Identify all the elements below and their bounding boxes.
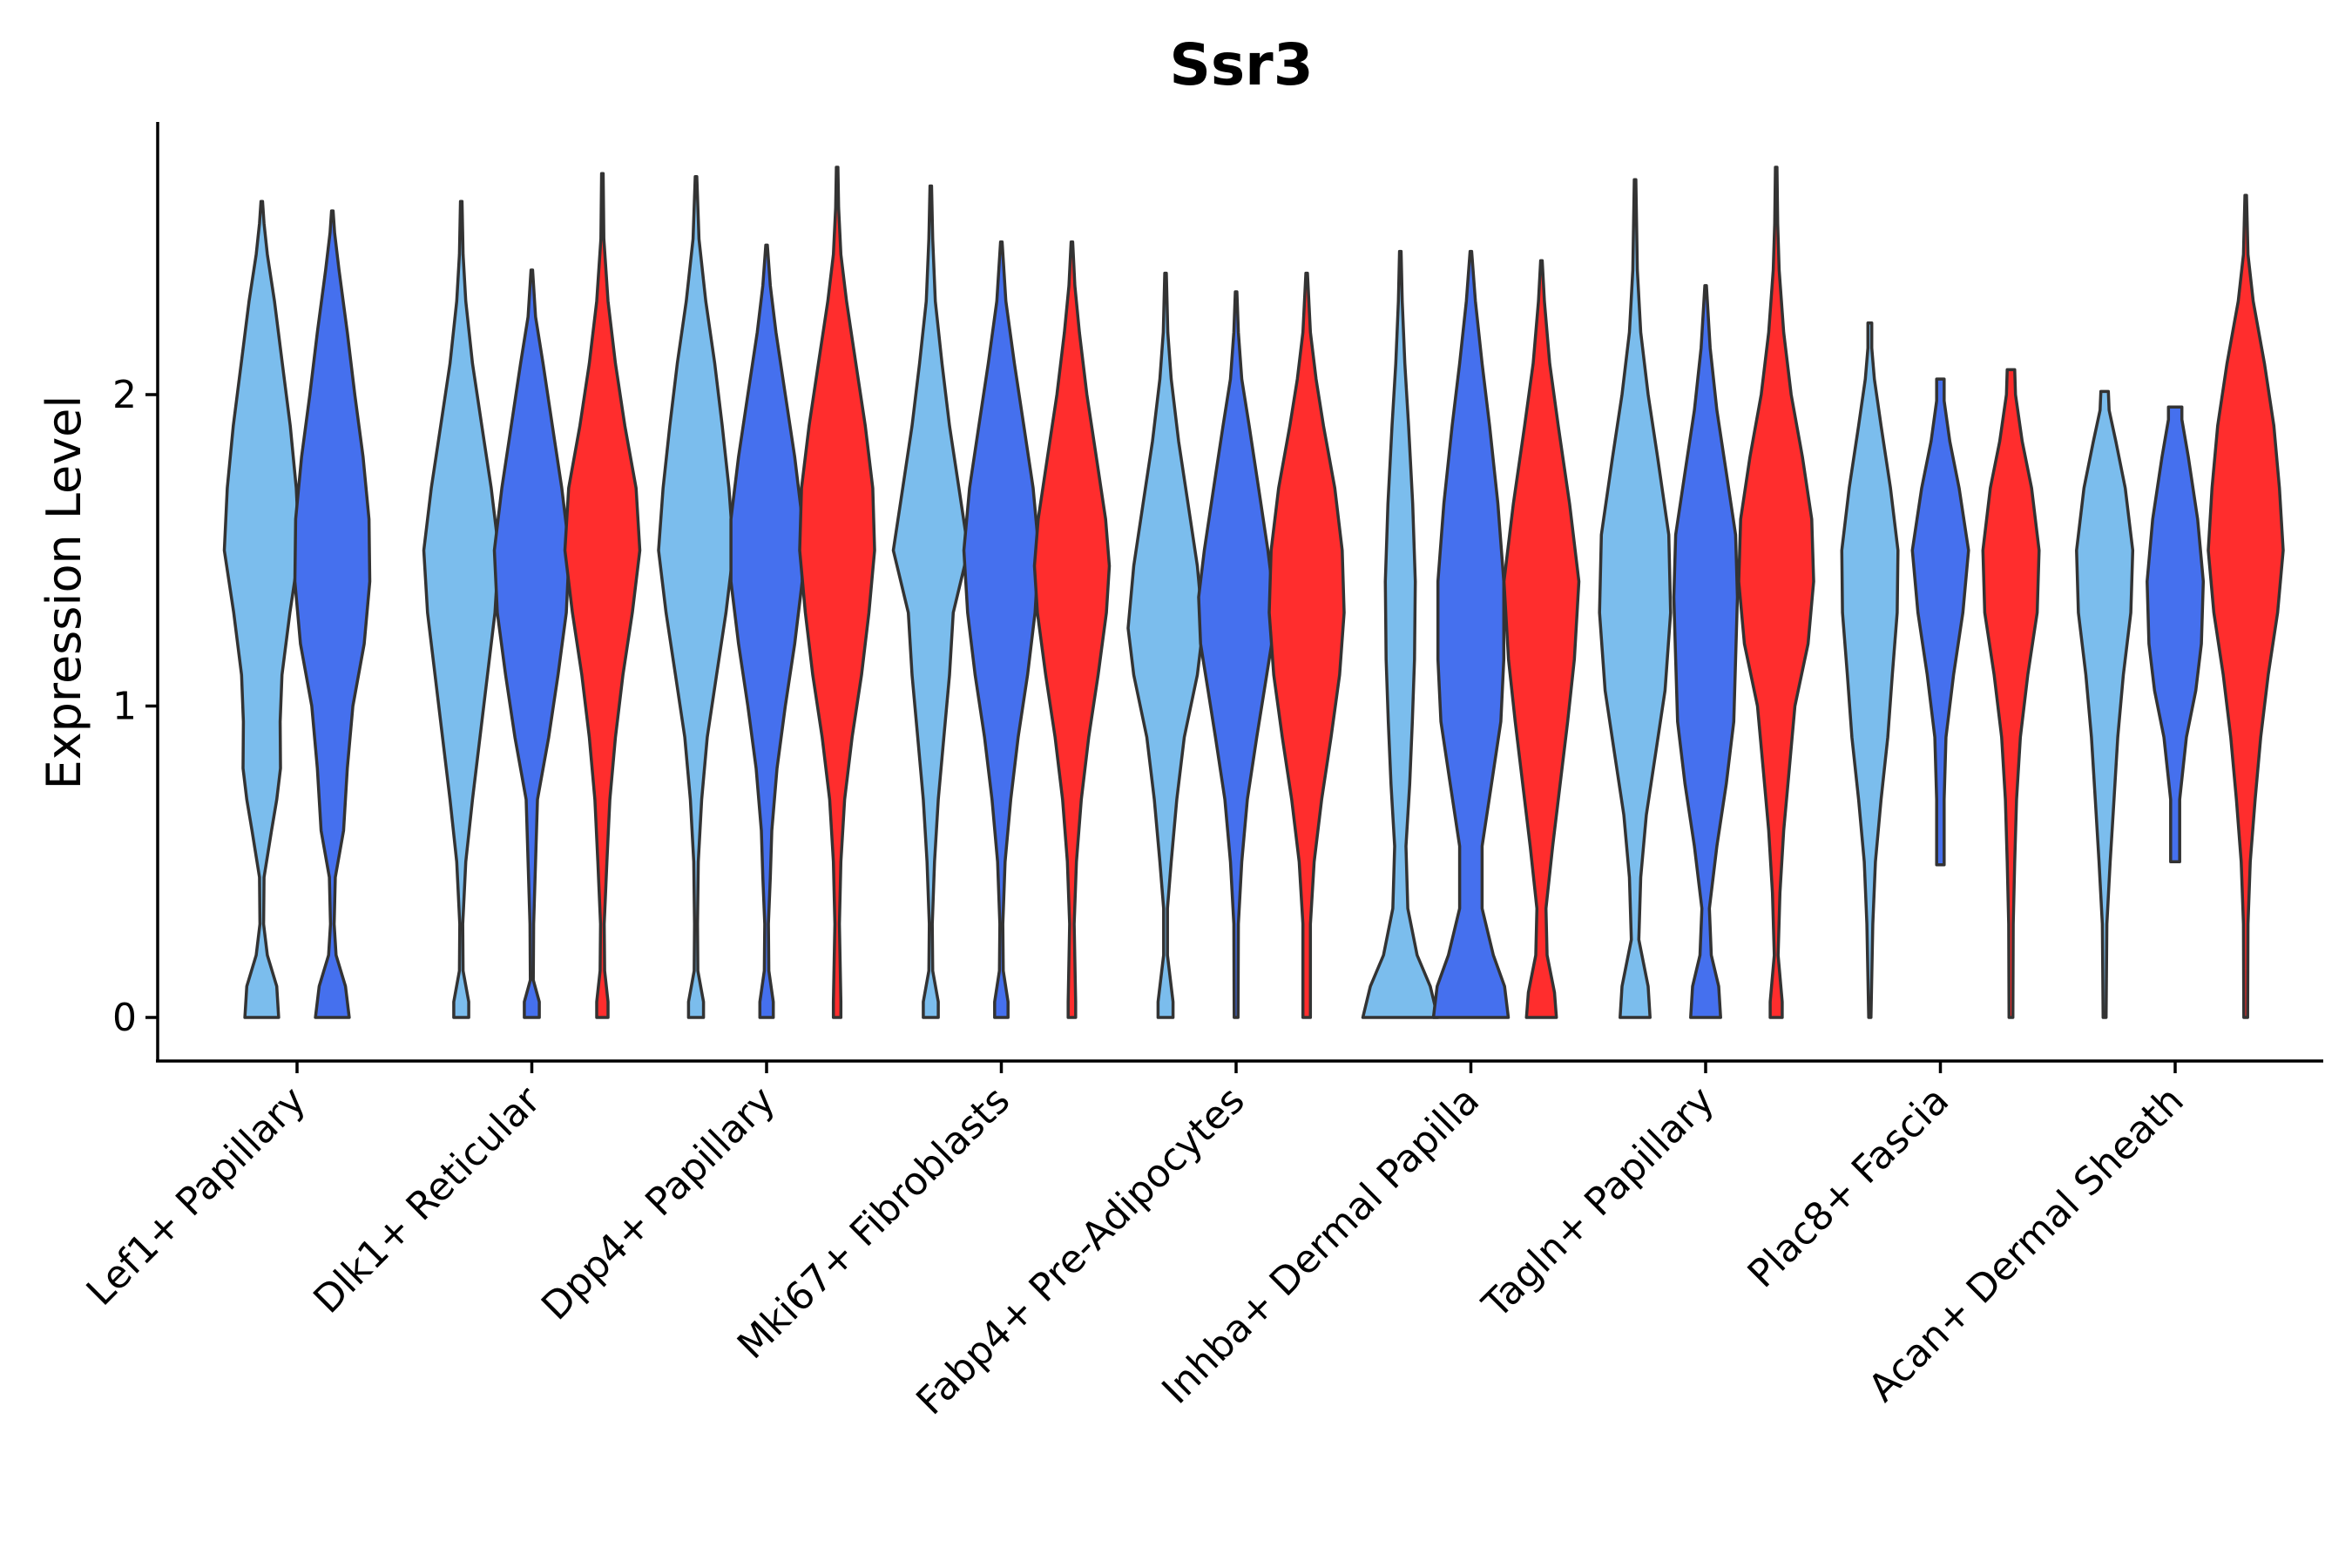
chart-title: Ssr3: [1169, 31, 1313, 98]
y-tick-label-0: 0: [112, 996, 137, 1040]
violins-layer: [222, 166, 2285, 1019]
y-ticks: 0 1 2: [112, 373, 158, 1040]
violin-6-1: [1672, 284, 1740, 1019]
violin-2-0: [657, 174, 735, 1019]
violin-8-0: [2075, 389, 2135, 1019]
y-axis-label: Expression Level: [37, 395, 91, 790]
violin-1-1: [492, 268, 571, 1019]
violin-3-1: [962, 240, 1041, 1019]
violin-5-0: [1361, 249, 1440, 1019]
violin-5-2: [1502, 259, 1581, 1019]
x-tick-label-6: Tagln+ Papillary: [1474, 1078, 1723, 1328]
violin-3-2: [1032, 240, 1112, 1019]
violin-0-0: [222, 199, 301, 1019]
violin-7-1: [1910, 377, 1970, 867]
y-tick-label-2: 2: [112, 373, 137, 417]
violin-7-0: [1840, 321, 1900, 1019]
violin-0-1: [293, 209, 372, 1019]
violin-6-0: [1598, 178, 1673, 1019]
violin-2-2: [798, 166, 876, 1019]
violin-1-2: [563, 172, 642, 1019]
violin-8-2: [2207, 193, 2285, 1019]
x-tick-label-2: Dpp4+ Papillary: [533, 1078, 784, 1329]
violin-4-1: [1197, 290, 1275, 1019]
violin-8-1: [2146, 405, 2206, 864]
x-tick-label-0: Lef1+ Papillary: [78, 1078, 314, 1315]
x-tick-label-1: Dlk1+ Reticular: [305, 1078, 550, 1322]
violin-4-2: [1267, 271, 1346, 1019]
violin-1-0: [422, 199, 501, 1019]
violin-7-2: [1981, 368, 2041, 1019]
violin-3-0: [891, 184, 970, 1019]
violin-5-1: [1431, 249, 1511, 1019]
x-tick-label-7: Plac8+ Fascia: [1740, 1078, 1958, 1297]
violin-2-1: [729, 243, 804, 1019]
y-tick-label-1: 1: [112, 685, 137, 729]
violin-6-2: [1737, 166, 1815, 1019]
violin-4-0: [1126, 271, 1205, 1019]
